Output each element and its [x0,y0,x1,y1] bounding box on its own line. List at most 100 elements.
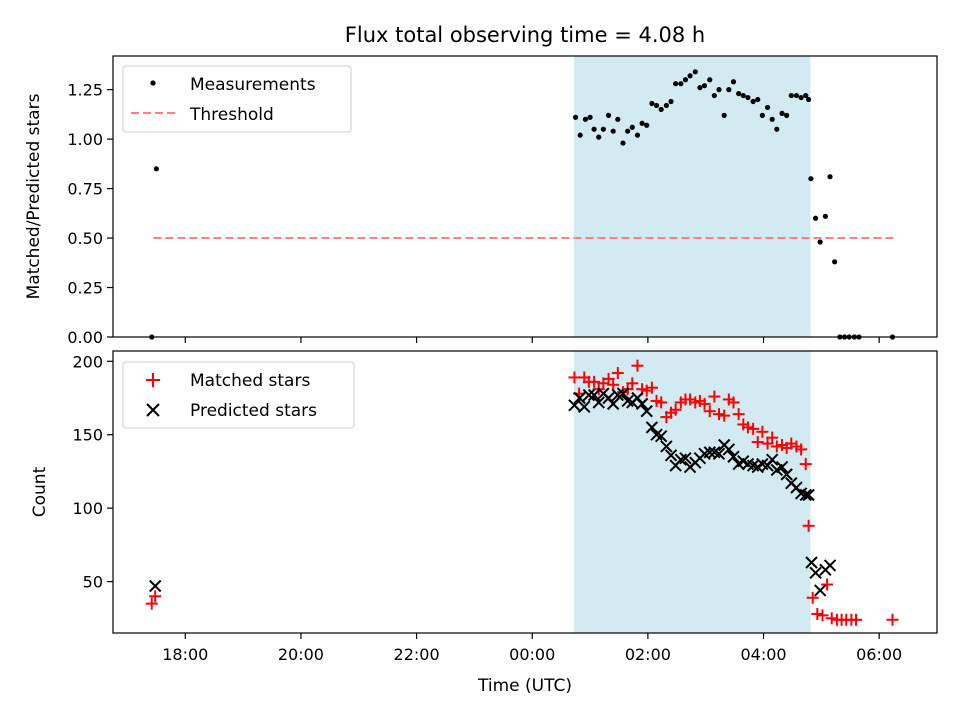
matched-star-point [766,431,779,444]
measurement-point [644,122,650,128]
measurement-point [663,102,669,109]
x-tick-label: 18:00 [162,645,208,664]
measurement-point [682,77,689,83]
measurement-point [750,98,756,105]
predicted-star-point [635,397,649,411]
predicted-star-point [712,447,726,461]
measurement-point [730,79,737,85]
measurement-point [817,239,823,245]
measurement-point [582,116,589,122]
legend-threshold-label: Threshold [189,105,274,125]
chart-title: Flux total observing time = 4.08 h [345,23,705,47]
matched-star-point [145,597,158,610]
predicted-star-point [722,443,736,456]
measurement-point [812,215,819,221]
legend-matched-label: Matched stars [190,371,310,391]
x-tick-label: 22:00 [394,645,440,664]
y-tick-label: 200 [72,352,103,371]
measurement-point [788,92,794,99]
measurement-point [587,114,593,120]
measurement-point [153,166,159,172]
measurement-point [639,120,645,126]
measurement-point [591,126,597,132]
matched-star-point [713,408,726,421]
matched-star-point [770,440,783,453]
y-tick-label: 1.25 [67,81,103,100]
measurement-point [658,106,664,113]
x-tick-label: 04:00 [740,645,786,664]
measurement-point [596,134,602,140]
x-axis-label: Time (UTC) [477,676,572,696]
predicted-star-point [802,488,815,502]
measurement-point [784,112,790,118]
bottom-y-axis-ticks: 50 100 150 200 [72,352,113,592]
predicted-star-point [664,449,678,462]
predicted-star-point [149,579,162,593]
measurement-point [721,112,727,118]
matched-star-point [703,405,716,418]
predicted-star-point [606,397,620,411]
predicted-star-point [727,450,740,463]
measurement-point [673,81,679,87]
matched-star-point [802,519,815,532]
measurement-point [577,132,583,138]
matched-star-point [669,403,682,416]
predicted-star-point [780,468,793,481]
observing-span-bottom [573,351,811,633]
x-tick-label: 06:00 [856,645,902,664]
matched-star-point [727,396,740,409]
top-legend-box [122,65,352,133]
measurement-point [701,83,708,89]
x-tick-label: 20:00 [278,645,324,664]
legend-predicted-label: Predicted stars [190,401,317,421]
predicted-star-point [640,405,653,418]
predicted-star-point [582,388,596,402]
matched-star-point [795,443,808,456]
y-tick-label: 150 [72,426,103,445]
measurement-point [649,100,655,107]
measurement-point [625,128,631,134]
measurement-point [687,73,693,79]
measurement-point [726,87,732,93]
y-tick-label: 0.50 [67,229,103,248]
matched-star-point [886,613,899,626]
y-tick-label: 0.00 [67,328,103,347]
matched-star-point [698,397,711,410]
predicted-star-point [813,584,827,597]
predicted-star-point [573,391,586,405]
predicted-star-point [823,559,837,572]
measurement-point [798,94,804,101]
bottom-x-axis-ticks: 18:00 20:00 22:00 00:00 02:00 04:00 06:00 [162,633,902,664]
matched-star-point [806,591,819,604]
matched-star-point [626,377,639,390]
predicted-star-point [679,452,692,465]
y-tick-label: 0.75 [67,180,103,199]
y-tick-label: 0.25 [67,279,103,298]
measurement-point [764,104,771,111]
measurement-point [832,259,838,265]
measurement-point [803,92,809,99]
matched-star-point [816,609,829,622]
measurement-point [707,77,713,83]
predicted-star-point [578,400,591,414]
matched-star-point [799,458,812,471]
y-tick-label: 50 [83,573,103,592]
predicted-star-point [765,453,779,466]
matched-star-point [850,613,863,626]
measurement-point [668,98,674,105]
measurement-point [697,85,703,91]
matched-star-point [821,578,834,591]
measurement-point [716,87,722,93]
measurement-point [605,112,612,118]
measurement-point [711,92,717,99]
predicted-star-point [660,440,673,453]
measurement-point [620,140,626,146]
matched-star-point [149,590,162,603]
x-tick-label: 00:00 [509,645,555,664]
legend-matched-marker [146,373,160,387]
measurement-point [600,126,606,132]
measurement-point [736,90,742,97]
observing-span-top [573,56,811,337]
matched-star-point [631,359,644,372]
